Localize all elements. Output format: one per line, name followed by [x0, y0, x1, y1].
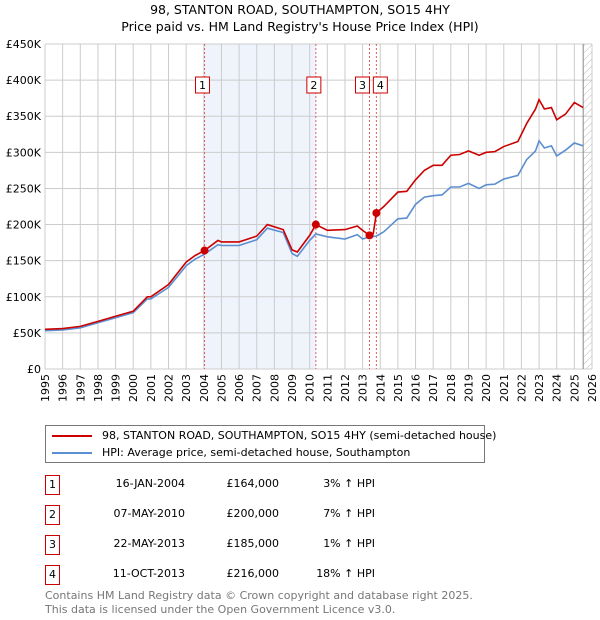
- transaction-row: 4 11-OCT-2013 £216,000 18% ↑ HPI: [45, 565, 465, 585]
- x-tick-label: 2000: [127, 374, 140, 402]
- x-tick-label: 2022: [515, 374, 528, 402]
- price-chart: 1995 1996 1997 1998 1999 2000 2001 2002 2003 2004…: [6, 38, 599, 402]
- footer-licence: This data is licensed under the Open Gov…: [45, 603, 396, 616]
- transaction-price: £216,000: [226, 567, 280, 580]
- y-tick-label: £50K: [13, 327, 42, 340]
- sale-label: 2: [310, 79, 317, 92]
- x-tick-label: 2011: [321, 374, 334, 402]
- x-tick-label: 2004: [198, 374, 211, 402]
- legend-item-hpi: HPI: Average price, semi-detached house,…: [52, 446, 410, 459]
- legend-swatch-red: [52, 434, 92, 437]
- transaction-row: 2 07-MAY-2010 £200,000 7% ↑ HPI: [45, 505, 465, 525]
- transaction-date: 22-MAY-2013: [113, 537, 185, 550]
- y-tick-label: £350K: [6, 110, 42, 123]
- legend-label: 98, STANTON ROAD, SOUTHAMPTON, SO15 4HY …: [102, 429, 497, 442]
- x-tick-label: 2017: [427, 374, 440, 402]
- sale-label: 1: [199, 79, 206, 92]
- sale-label-box: [354, 76, 370, 94]
- x-tick-label: 2023: [533, 374, 546, 402]
- legend-swatch-blue: [52, 451, 92, 454]
- legend: 98, STANTON ROAD, SOUTHAMPTON, SO15 4HY …: [45, 425, 496, 463]
- transaction-hpi-diff: 18% ↑ HPI: [316, 567, 375, 580]
- x-tick-label: 2024: [551, 374, 564, 402]
- chart-title: 98, STANTON ROAD, SOUTHAMPTON, SO15 4HY: [150, 2, 450, 17]
- x-tick-label: 2019: [462, 374, 475, 402]
- x-tick-label: 2007: [251, 374, 264, 402]
- transaction-price: £164,000: [226, 477, 280, 490]
- y-tick-label: £400K: [6, 74, 42, 87]
- hpi-line: [44, 139, 584, 332]
- x-tick-label: 1996: [57, 374, 70, 402]
- transaction-number-badge: 1: [45, 475, 60, 495]
- transaction-date: 16-JAN-2004: [115, 477, 185, 490]
- transaction-number-badge: 3: [45, 535, 60, 555]
- transaction-hpi-diff: 3% ↑ HPI: [323, 477, 375, 490]
- sale-point: [372, 209, 381, 217]
- legend-item-property: 98, STANTON ROAD, SOUTHAMPTON, SO15 4HY …: [52, 429, 496, 442]
- x-tick-label: 2001: [145, 374, 158, 402]
- x-tick-label: 2018: [445, 374, 458, 402]
- y-tick-label: £0: [27, 363, 41, 376]
- x-tick-label: 2026: [586, 374, 599, 402]
- transaction-price: £200,000: [226, 507, 280, 520]
- sale-point: [365, 231, 374, 240]
- future-hatch: [583, 44, 592, 369]
- x-tick-label: 1998: [92, 374, 105, 402]
- y-tick-label: £200K: [6, 219, 42, 232]
- sale-point: [311, 220, 320, 229]
- x-tick-label: 2005: [215, 374, 228, 402]
- transaction-hpi-diff: 1% ↑ HPI: [323, 537, 375, 550]
- legend-label: HPI: Average price, semi-detached house,…: [102, 446, 411, 459]
- x-tick-label: 2002: [163, 374, 176, 402]
- x-tick-label: 1997: [74, 374, 87, 402]
- chart-subtitle: Price paid vs. HM Land Registry's House …: [121, 19, 479, 34]
- sale-point: [200, 246, 209, 255]
- footer-copyright: Contains HM Land Registry data © Crown c…: [45, 589, 473, 602]
- x-tick-label: 2021: [498, 374, 511, 402]
- x-tick-label: 2016: [410, 374, 423, 402]
- transaction-price: £185,000: [226, 537, 280, 550]
- x-tick-label: 2025: [568, 374, 581, 402]
- x-tick-label: 2012: [339, 374, 352, 402]
- y-tick-label: £300K: [6, 146, 42, 159]
- x-tick-label: 1999: [110, 374, 123, 402]
- y-tick-label: £450K: [6, 38, 42, 51]
- x-tick-label: 2003: [180, 374, 193, 402]
- x-tick-label: 2014: [374, 374, 387, 402]
- sale-label-box: [372, 76, 388, 94]
- x-tick-label: 2009: [286, 374, 299, 402]
- y-tick-label: £150K: [6, 255, 42, 268]
- sale-label-box: [306, 76, 322, 94]
- transaction-number-badge: 4: [45, 565, 60, 585]
- transaction-date: 11-OCT-2013: [112, 567, 185, 580]
- x-tick-label: 2008: [268, 374, 281, 402]
- sale-label-box: [195, 76, 211, 94]
- x-tick-label: 2015: [392, 374, 405, 402]
- transaction-date: 07-MAY-2010: [113, 507, 185, 520]
- x-tick-label: 2010: [304, 374, 317, 402]
- x-tick-label: 2013: [357, 374, 370, 402]
- y-tick-label: £100K: [6, 291, 42, 304]
- x-tick-label: 2020: [480, 374, 493, 402]
- transaction-row: 1 16-JAN-2004 £164,000 3% ↑ HPI: [45, 475, 465, 495]
- x-tick-label: 1995: [39, 374, 52, 402]
- sale-label: 4: [377, 79, 384, 92]
- transaction-hpi-diff: 7% ↑ HPI: [323, 507, 375, 520]
- transaction-row: 3 22-MAY-2013 £185,000 1% ↑ HPI: [45, 535, 465, 555]
- y-tick-label: £250K: [6, 182, 42, 195]
- transaction-number-badge: 2: [45, 505, 60, 525]
- shaded-period: [204, 44, 316, 369]
- x-tick-label: 2006: [233, 374, 246, 402]
- sale-label: 3: [359, 79, 366, 92]
